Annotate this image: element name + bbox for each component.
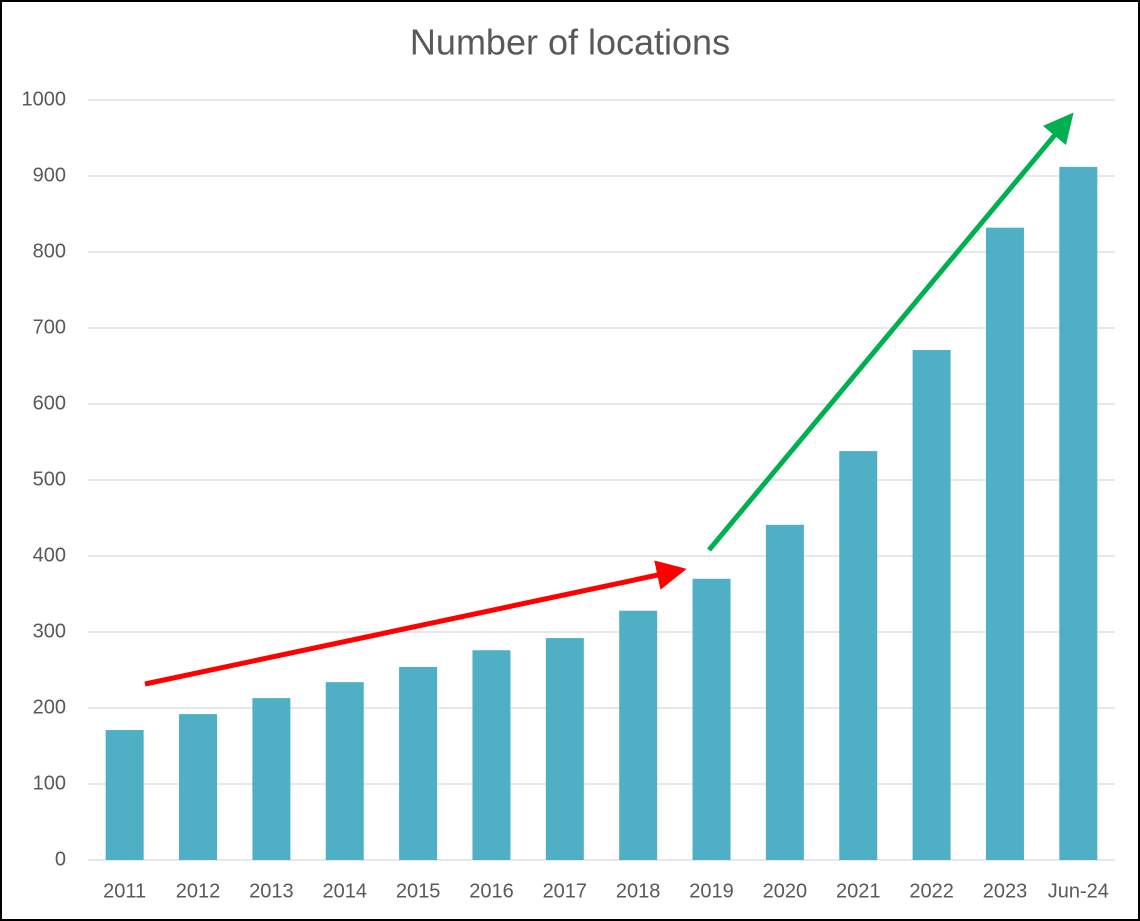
y-tick-label: 500: [33, 468, 66, 490]
bar: [472, 650, 511, 860]
chart-title: Number of locations: [410, 22, 730, 63]
y-tick-label: 0: [55, 848, 66, 870]
y-tick-label: 900: [33, 164, 66, 186]
bar: [692, 578, 731, 860]
y-tick-label: 700: [33, 316, 66, 338]
x-tick-label: 2016: [469, 880, 514, 902]
x-tick-label: 2014: [323, 880, 368, 902]
bar: [179, 714, 218, 860]
x-tick-label: 2018: [616, 880, 661, 902]
plot-area: 0 100 200 300 400 500 600 700 800 900 1000 2011 2012…: [22, 88, 1115, 902]
bar: [1059, 166, 1098, 860]
bar: [985, 227, 1024, 860]
y-tick-label: 600: [33, 392, 66, 414]
x-tick-label: 2020: [763, 880, 808, 902]
bar: [325, 682, 364, 860]
x-tick-label: 2023: [983, 880, 1028, 902]
bar: [399, 666, 438, 860]
trend-arrow-red: [144, 560, 687, 687]
trend-arrow-green: [707, 112, 1074, 552]
y-tick-label: 800: [33, 240, 66, 262]
x-tick-label: 2015: [396, 880, 441, 902]
x-tick-label: 2022: [909, 880, 954, 902]
bar: [252, 698, 291, 860]
x-tick-label: 2011: [103, 880, 146, 902]
bar: [912, 350, 951, 860]
y-tick-label: 300: [33, 620, 66, 642]
bar: [105, 730, 144, 860]
bar: [765, 524, 804, 860]
x-tick-label: Jun-24: [1048, 880, 1109, 902]
y-tick-label: 1000: [22, 88, 67, 110]
y-tick-label: 200: [33, 696, 66, 718]
y-tick-label: 400: [33, 544, 66, 566]
x-tick-label: 2012: [176, 880, 221, 902]
x-tick-label: 2013: [249, 880, 294, 902]
x-tick-label: 2021: [836, 880, 881, 902]
y-tick-label: 100: [33, 772, 66, 794]
bar: [619, 610, 658, 860]
x-tick-label: 2019: [689, 880, 734, 902]
x-tick-label: 2017: [543, 880, 588, 902]
bar: [839, 451, 878, 860]
bar: [545, 638, 584, 860]
